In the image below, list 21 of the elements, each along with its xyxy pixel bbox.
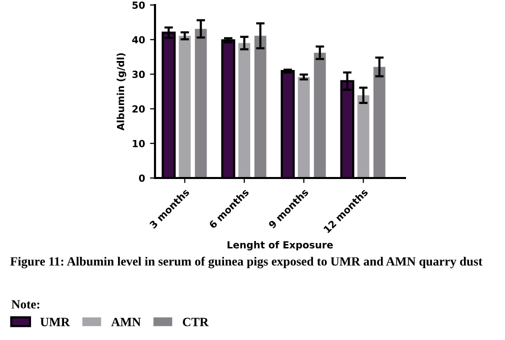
bar	[178, 36, 191, 178]
y-tick-label: 30	[132, 70, 145, 78]
bar	[238, 43, 250, 178]
y-tick-label: 0	[138, 174, 145, 182]
legend-label: AMN	[111, 318, 141, 326]
x-axis-title: Lenght of Exposure	[228, 240, 333, 250]
bar	[194, 28, 207, 178]
y-tick-label: 10	[132, 140, 145, 148]
legend-title: Note:	[11, 300, 40, 309]
bar	[254, 36, 266, 178]
y-tick-label: 20	[132, 105, 145, 113]
y-tick-label: 50	[132, 1, 145, 9]
caption: Figure 11: Albumin level in serum of guinea pigs exposed to UMR and AMN quarry dust	[10, 256, 482, 268]
bar	[357, 95, 370, 178]
bar	[373, 66, 386, 178]
legend-label: UMR	[40, 318, 70, 326]
y-axis-title: Albumin (g/dl)	[116, 53, 126, 131]
bar	[314, 52, 326, 178]
legend-label: CTR	[182, 318, 209, 326]
bar	[298, 76, 310, 178]
y-tick-label: 40	[132, 36, 145, 44]
